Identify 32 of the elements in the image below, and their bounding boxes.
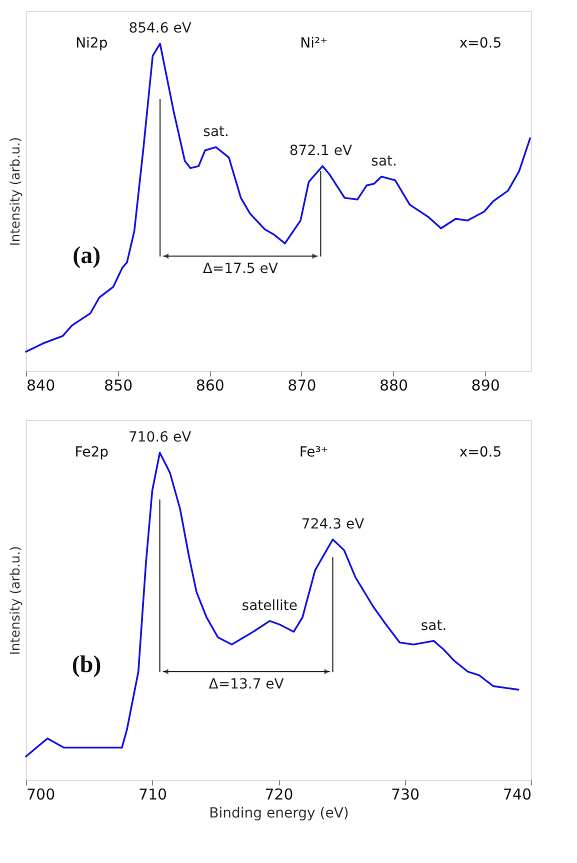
x-tick-label: 870 (288, 376, 316, 394)
x-tick-label: 840 (26, 376, 56, 394)
annotation: x=0.5 (459, 35, 502, 52)
annotation: sat. (371, 154, 397, 170)
x-tick-label: 730 (390, 786, 420, 804)
y-axis-title: Intensity (arb.u.) (8, 546, 24, 655)
annotation: (b) (72, 652, 102, 678)
annotation: Ni2p (76, 35, 108, 52)
annotation: Δ=13.7 eV (208, 676, 284, 693)
x-tick-label: 740 (502, 786, 532, 804)
x-tick-label: 710 (138, 786, 168, 804)
annotation: 710.6 eV (128, 430, 192, 446)
annotation: 872.1 eV (289, 143, 353, 160)
annotation: 724.3 eV (301, 516, 365, 532)
annotation: sat. (203, 124, 229, 140)
x-tick-label: 700 (26, 786, 56, 804)
x-tick-label: 890 (471, 376, 500, 394)
annotation: sat. (420, 618, 447, 634)
x-tick-label: 850 (104, 376, 133, 394)
x-axis-title: Binding energy (eV) (209, 806, 349, 822)
annotation: 854.6 eV (128, 20, 192, 37)
annotation: Fe³⁺ (299, 444, 328, 460)
x-tick-label: 860 (196, 376, 224, 394)
y-axis-title: Intensity (arb.u.) (8, 137, 24, 246)
annotation: (a) (72, 242, 101, 269)
annotation: Δ=17.5 eV (202, 261, 278, 278)
annotation: Ni²⁺ (300, 35, 328, 52)
x-tick-label: 720 (264, 786, 294, 804)
annotation: Fe2p (74, 444, 109, 460)
annotation: satellite (242, 598, 298, 614)
annotation: x=0.5 (459, 444, 502, 460)
x-tick-label: 880 (379, 376, 408, 394)
